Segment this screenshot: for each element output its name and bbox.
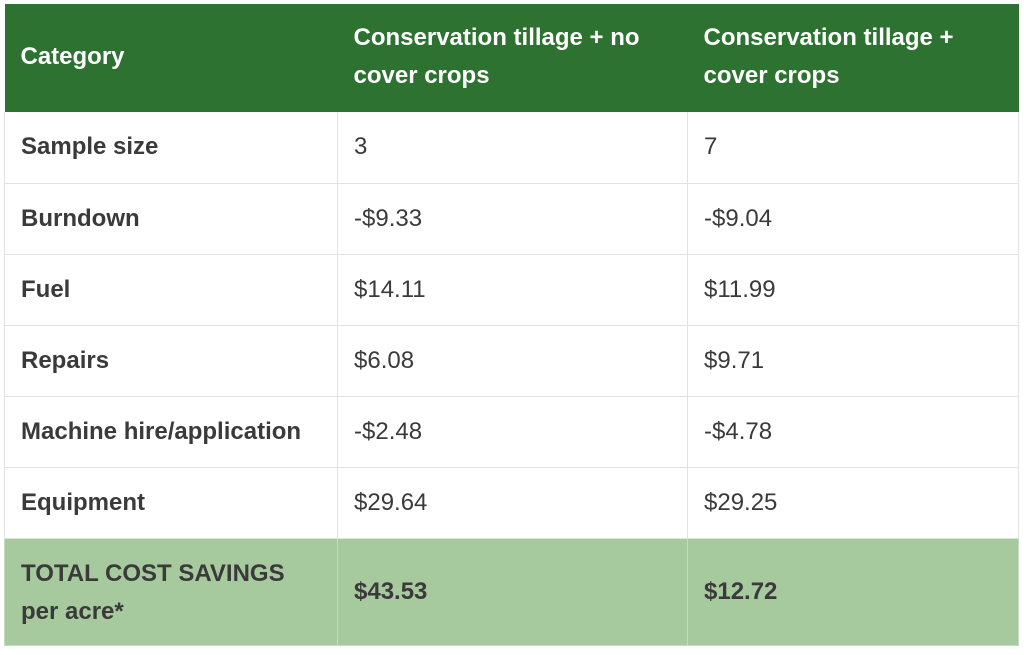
header-row: Category Conservation tillage + no cover… — [4, 4, 1019, 112]
row-label: Burndown — [4, 183, 338, 255]
cell-cover: -$9.04 — [687, 183, 1019, 255]
total-cover: $12.72 — [687, 538, 1019, 646]
row-label: Equipment — [4, 467, 338, 539]
cell-cover: 7 — [687, 112, 1019, 184]
header-category: Category — [4, 4, 338, 112]
table-row: Repairs $6.08 $9.71 — [4, 325, 1019, 397]
total-label: TOTAL COST SAVINGS per acre* — [4, 538, 338, 646]
cell-no-cover: -$2.48 — [337, 396, 688, 468]
cell-no-cover: 3 — [337, 112, 688, 184]
cell-cover: $29.25 — [687, 467, 1019, 539]
header-no-cover-crops: Conservation tillage + no cover crops — [337, 4, 688, 112]
table-row: Fuel $14.11 $11.99 — [4, 254, 1019, 326]
total-row: TOTAL COST SAVINGS per acre* $43.53 $12.… — [4, 538, 1019, 646]
cell-cover: $9.71 — [687, 325, 1019, 397]
cell-no-cover: $6.08 — [337, 325, 688, 397]
cost-savings-table: Category Conservation tillage + no cover… — [4, 4, 1019, 646]
table-row: Sample size 3 7 — [4, 112, 1019, 184]
cell-cover: -$4.78 — [687, 396, 1019, 468]
row-label: Machine hire/application — [4, 396, 338, 468]
header-cover-crops: Conservation tillage + cover crops — [687, 4, 1019, 112]
table-row: Burndown -$9.33 -$9.04 — [4, 183, 1019, 255]
row-label: Repairs — [4, 325, 338, 397]
cell-no-cover: $29.64 — [337, 467, 688, 539]
table-row: Machine hire/application -$2.48 -$4.78 — [4, 396, 1019, 468]
cost-savings-table-container: Category Conservation tillage + no cover… — [4, 4, 1019, 646]
cell-no-cover: $14.11 — [337, 254, 688, 326]
row-label: Sample size — [4, 112, 338, 184]
cell-no-cover: -$9.33 — [337, 183, 688, 255]
row-label: Fuel — [4, 254, 338, 326]
cell-cover: $11.99 — [687, 254, 1019, 326]
total-no-cover: $43.53 — [337, 538, 688, 646]
table-row: Equipment $29.64 $29.25 — [4, 467, 1019, 539]
